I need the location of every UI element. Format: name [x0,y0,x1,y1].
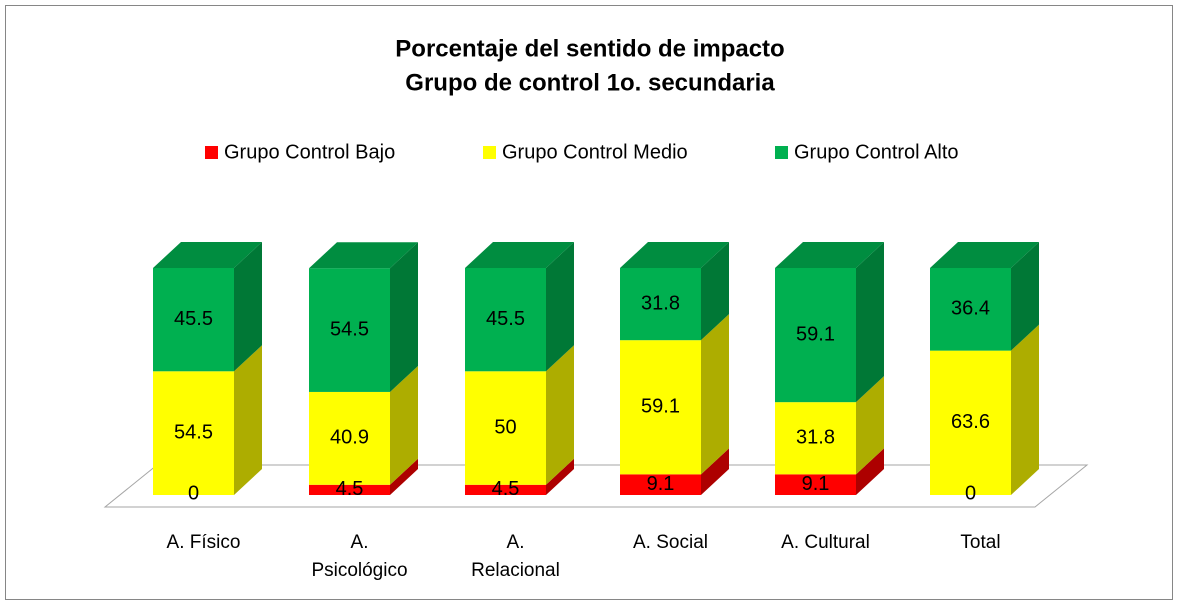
bar-side [1011,324,1039,495]
legend-label: Grupo Control Alto [794,141,959,163]
data-label: 45.5 [174,308,213,330]
bar [309,484,390,495]
data-label: 54.5 [330,318,369,340]
x-tick-label: A. Relacional [471,532,560,581]
legend-label: Grupo Control Medio [502,141,688,163]
chart-subtitle: Grupo de control 1o. secundaria [405,69,775,96]
bar-side [546,345,574,485]
bar [309,268,390,392]
x-tick-label: A. Social [633,532,708,553]
bar [775,402,856,475]
bar [153,268,234,372]
bar [775,268,856,403]
bar-side [701,448,729,495]
bar [153,371,234,495]
bar-side [856,448,884,495]
bar [465,371,546,485]
bar-side [234,242,262,372]
x-tick-label: A. Psicológico [311,532,408,581]
bar-side [390,365,418,485]
data-label: 59.1 [796,323,835,345]
data-label: 0 [965,482,976,504]
data-label: 63.6 [951,411,990,433]
bar-side [701,314,729,475]
bar-side [1011,242,1039,351]
data-label: 50 [494,416,516,438]
legend-swatch [483,146,496,159]
x-tick-label: A. Físico [166,532,241,553]
bar [465,268,546,372]
bar-top [620,242,729,268]
legend-swatch [205,146,218,159]
data-label: 9.1 [647,473,675,495]
bar-top [309,242,418,269]
bar-top [775,242,884,268]
data-label: 4.5 [492,478,520,500]
data-label: 59.1 [641,396,680,418]
bar-side [546,458,574,495]
data-label: 31.8 [641,292,680,314]
bar [620,340,701,475]
bar [620,268,701,341]
bar-side [856,376,884,475]
bar-side [701,242,729,341]
bar-side [390,242,418,392]
bar-side [234,345,262,495]
data-label: 40.9 [330,427,369,449]
data-label: 54.5 [174,421,213,443]
x-tick-label: Total [960,532,1001,553]
bar-side [856,242,884,403]
bar [775,474,856,495]
data-label: 31.8 [796,427,835,449]
bar-side [546,242,574,372]
data-label: 45.5 [486,308,525,330]
bar-top [930,242,1039,268]
data-label: 4.5 [336,478,364,500]
bar-top [153,242,262,268]
bar-top [465,242,574,268]
data-label: 9.1 [802,473,830,495]
data-label: 0 [188,482,199,504]
bar [930,350,1011,495]
bar [930,268,1011,351]
bar [465,484,546,495]
data-label: 36.4 [951,298,990,320]
legend-swatch [775,146,788,159]
legend-label: Grupo Control Bajo [224,141,395,163]
bar [620,474,701,495]
bar-side [390,458,418,495]
x-tick-label: A. Cultural [781,532,870,553]
chart-title: Porcentaje del sentido de impacto [395,35,784,62]
bar [309,391,390,485]
